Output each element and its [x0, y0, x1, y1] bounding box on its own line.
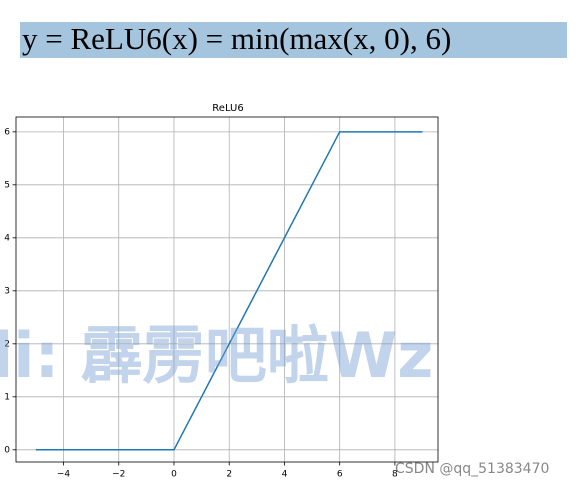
formula: y = ReLU6(x) = min(max(x, 0), 6): [22, 21, 451, 56]
line: [35, 131, 423, 451]
x-tick-label: 6: [337, 470, 343, 480]
x-tick-label: −4: [57, 470, 71, 480]
x-tick-label: 0: [171, 470, 177, 480]
y-tick-label: 3: [4, 286, 10, 296]
y-tick-label: 5: [4, 180, 10, 190]
watermark: li: 霹雳吧啦Wz: [0, 319, 433, 392]
x-tick-label: 4: [282, 470, 288, 480]
x-tick-label: −2: [112, 470, 125, 480]
y-tick-label: 6: [4, 127, 10, 137]
y-tick-label: 0: [4, 445, 10, 455]
y-tick-label: 4: [4, 233, 10, 243]
chart-title: ReLU6: [212, 103, 243, 114]
plot-frame: [15, 116, 439, 463]
watermark: CSDN @qq_51383470: [395, 461, 549, 477]
x-tick-label: 8: [392, 470, 398, 480]
y-tick-label: 2: [4, 339, 10, 349]
formula-banner: [20, 22, 567, 58]
plot: −4 −2 0 2 4 6 8 0 1 2 3 4 5 6: [4, 117, 438, 480]
x-tick-label: 2: [226, 470, 232, 480]
y-tick-label: 1: [4, 392, 10, 402]
